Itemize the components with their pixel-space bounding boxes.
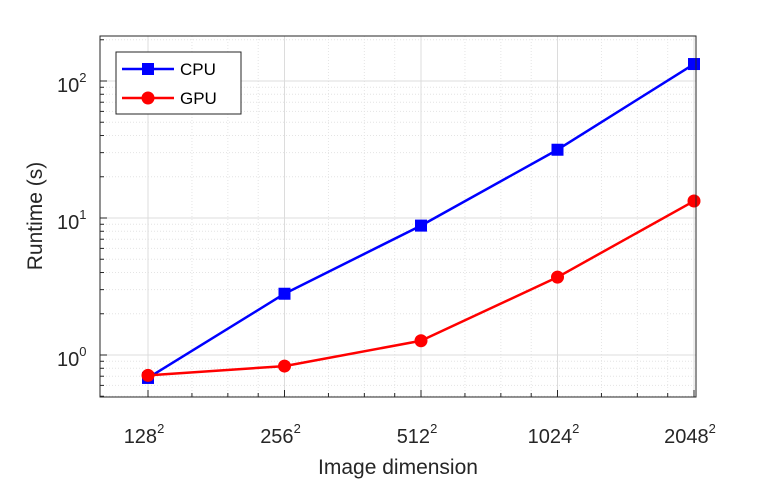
x-tick-label: 10242 — [528, 421, 580, 448]
series-gpu — [141, 194, 701, 382]
axis-ticks: 1282 2562 5122 10242 20482 100 101 102 — [57, 39, 716, 448]
x-axis-title: Image dimension — [318, 456, 478, 479]
legend-marker — [142, 63, 154, 75]
legend-box — [115, 51, 242, 115]
data-point-marker — [278, 359, 291, 373]
x-tick-label: 5122 — [397, 421, 438, 448]
y-tick-label: 100 — [57, 344, 86, 371]
x-tick-label: 1282 — [124, 421, 165, 448]
data-series — [141, 58, 701, 384]
y-tick-label: 102 — [57, 70, 86, 97]
legend-label: CPU — [180, 60, 216, 79]
data-point-marker — [551, 270, 564, 284]
data-point-marker — [551, 143, 564, 156]
legend: CPU GPU — [115, 51, 242, 115]
data-point-marker — [687, 194, 701, 208]
data-point-marker — [141, 368, 155, 382]
data-point-marker — [414, 334, 428, 348]
y-tick-label: 101 — [57, 207, 86, 234]
y-axis-title: Runtime (s) — [24, 162, 47, 271]
x-tick-label: 2562 — [260, 421, 301, 448]
plot-frame — [99, 35, 697, 398]
data-point-marker — [278, 287, 291, 300]
legend-label: GPU — [180, 89, 217, 108]
x-tick-label: 20482 — [664, 421, 716, 448]
data-point-marker — [688, 58, 700, 71]
data-point-marker — [415, 219, 427, 232]
legend-marker — [141, 91, 155, 105]
grid-lines — [100, 36, 696, 397]
